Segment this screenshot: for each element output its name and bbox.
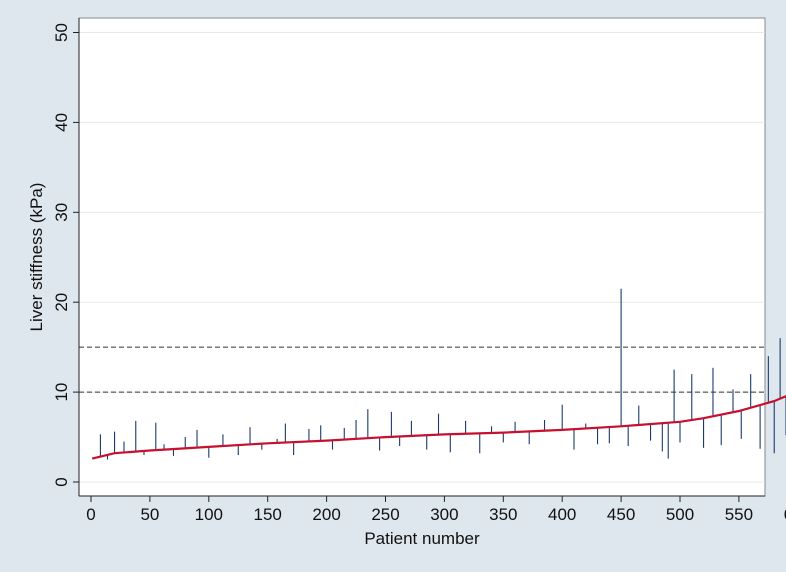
reference-lines	[79, 346, 765, 393]
x-tick-label: 600	[784, 505, 786, 524]
y-tick-label: 50	[52, 23, 71, 42]
x-tick-label: 250	[371, 505, 399, 524]
axes	[78, 18, 765, 497]
x-tick-label: 450	[607, 505, 635, 524]
x-tick-label: 300	[430, 505, 458, 524]
x-tick-label: 200	[312, 505, 340, 524]
x-tick-label: 150	[254, 505, 282, 524]
plot-area	[78, 17, 766, 497]
y-tick-label: 10	[52, 383, 71, 402]
y-tick-label: 0	[52, 477, 71, 486]
y-tick-label: 20	[52, 293, 71, 312]
x-tick-label: 50	[140, 505, 159, 524]
y-ticks: 0 10 20 30 40 50	[52, 23, 79, 487]
x-tick-label: 550	[725, 505, 753, 524]
x-axis-title: Patient number	[364, 529, 480, 548]
y-axis-title: Liver stiffness (kPa)	[27, 183, 46, 332]
x-tick-label: 100	[195, 505, 223, 524]
measurement-spikes	[99, 288, 786, 460]
x-tick-label: 500	[666, 505, 694, 524]
x-tick-label: 0	[86, 505, 95, 524]
x-ticks: 050100150200250300350400450500550600650	[86, 496, 786, 524]
median-curve	[91, 394, 786, 460]
x-tick-label: 350	[489, 505, 517, 524]
x-tick-label: 400	[548, 505, 576, 524]
y-tick-label: 30	[52, 203, 71, 222]
y-tick-label: 40	[52, 113, 71, 132]
